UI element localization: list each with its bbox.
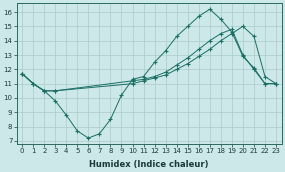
X-axis label: Humidex (Indice chaleur): Humidex (Indice chaleur) xyxy=(89,159,209,169)
